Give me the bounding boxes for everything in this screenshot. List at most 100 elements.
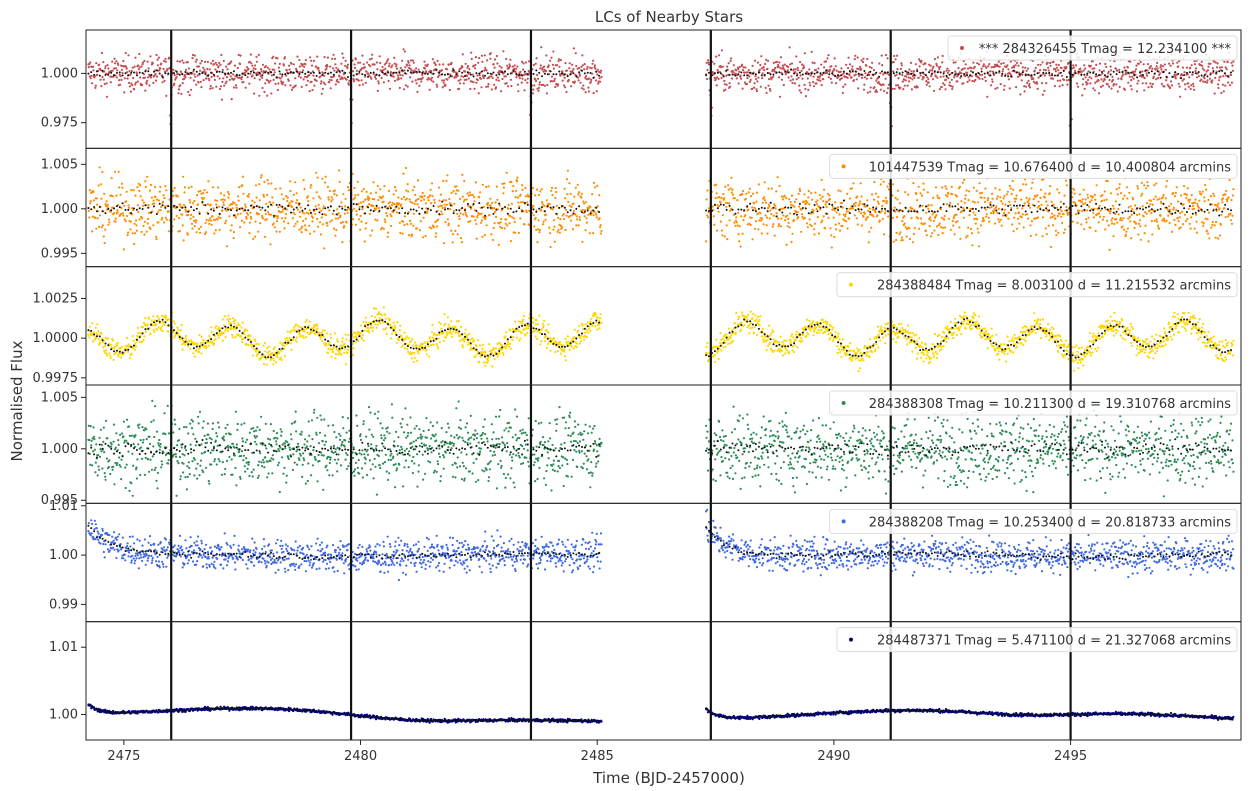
data-point [1177,65,1180,68]
binned-point [387,71,389,74]
binned-point [1062,69,1065,72]
data-point [1187,198,1190,202]
data-point [479,191,482,194]
data-point [1100,78,1103,81]
data-point [559,217,562,221]
data-point [830,81,833,84]
data-point [1115,218,1118,221]
data-point [277,82,280,85]
binned-point [133,71,135,74]
data-point [853,214,856,217]
binned-point [1089,71,1092,74]
binned-point [232,214,235,217]
data-point [462,75,465,78]
binned-point [418,70,421,73]
data-point [368,74,371,77]
data-point [208,222,211,225]
data-point [1037,76,1040,79]
data-point [706,59,710,62]
data-point [766,207,770,210]
data-point [193,199,196,203]
data-point [359,214,362,217]
data-point [891,216,894,219]
data-point [935,225,939,228]
data-point [1200,60,1203,63]
binned-point [486,72,489,75]
data-point [1014,212,1017,215]
binned-point [1171,75,1174,78]
data-point [1138,213,1141,216]
data-point [377,80,380,83]
data-point [282,64,286,67]
data-point [1114,212,1117,215]
data-point [95,227,98,230]
data-point [1019,62,1023,65]
binned-point [1083,73,1086,76]
data-point [557,58,561,61]
data-point [514,196,517,199]
data-point [572,210,576,213]
binned-point [135,208,138,211]
data-point [993,208,996,211]
data-point [971,79,974,83]
data-point [1185,196,1188,199]
data-point [281,217,284,220]
data-point [777,76,781,79]
data-point [461,173,464,176]
data-point [1117,77,1120,80]
binned-point [355,73,358,76]
data-point [432,80,435,83]
data-point [767,187,770,190]
data-point [965,236,968,239]
data-point [804,87,807,91]
data-point [290,205,293,208]
data-point [1020,198,1023,201]
data-point [393,203,396,206]
data-point [979,192,982,195]
data-point [801,215,804,219]
binned-point [575,75,578,78]
data-point [409,200,412,203]
binned-point [822,71,825,74]
data-point [182,239,185,242]
data-point [495,185,498,188]
data-point [367,72,370,75]
data-point [346,211,349,214]
data-point [326,56,329,59]
binned-point [523,201,526,204]
data-point [844,213,847,216]
data-point [571,214,574,217]
data-point [1108,85,1111,88]
data-point [790,62,794,65]
data-point [231,203,234,206]
data-point [333,189,336,192]
data-point [266,94,269,97]
binned-point [725,69,728,72]
data-point [279,187,282,190]
binned-point [107,207,110,210]
data-point [120,78,123,81]
binned-point [930,72,933,75]
data-point [321,223,324,226]
data-point [1089,64,1092,67]
data-point [1021,213,1024,216]
data-point [744,197,748,200]
data-point [505,82,508,85]
data-point [791,78,795,81]
data-point [203,68,206,71]
data-point [587,90,591,93]
data-point [967,199,970,202]
data-point [443,203,446,206]
data-point [1130,213,1133,216]
data-point [524,79,527,82]
data-point [131,66,134,69]
data-point [860,224,864,227]
data-point [1112,207,1115,210]
binned-point [230,209,232,212]
data-point [522,201,525,204]
data-point [848,197,852,200]
data-point [780,195,784,198]
data-point [1222,90,1225,93]
data-point [936,194,939,197]
